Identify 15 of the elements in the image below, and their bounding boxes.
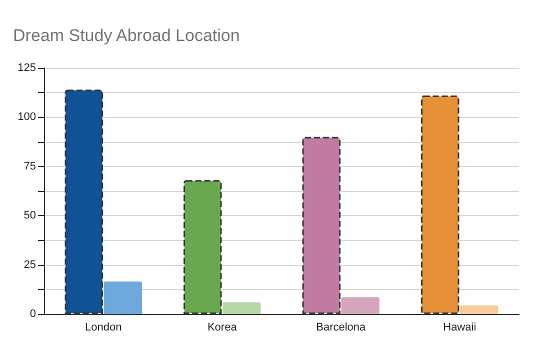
bar [460, 305, 498, 314]
y-tick-label: 75 [24, 160, 36, 172]
bar [341, 297, 380, 314]
y-tick-label: 100 [18, 111, 36, 124]
y-tick-label: 25 [24, 258, 36, 271]
bar [222, 302, 261, 314]
y-tick-label: 0 [30, 308, 36, 320]
y-tick-label: 50 [24, 210, 36, 222]
x-tick-label: Barcelona [316, 322, 367, 334]
x-tick-label: London [85, 322, 122, 334]
x-tick-label: Korea [207, 322, 238, 334]
bar [104, 282, 142, 314]
x-tick-label: Hawaii [443, 322, 476, 334]
chart-title: Dream Study Abroad Location [13, 26, 240, 45]
y-tick-label: 125 [18, 62, 36, 74]
